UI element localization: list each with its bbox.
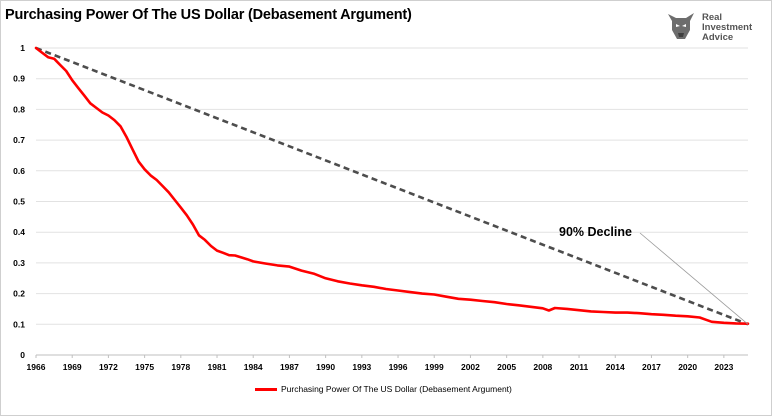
logo-line: Investment (702, 22, 753, 33)
x-tick-label: 2020 (678, 362, 697, 372)
y-tick-label: 0.4 (13, 227, 25, 237)
x-tick-label: 2014 (606, 362, 625, 372)
x-tick-label: 1975 (135, 362, 154, 372)
annotation-label: 90% Decline (559, 225, 632, 239)
y-tick-label: 0.7 (13, 135, 25, 145)
x-tick-label: 1984 (244, 362, 263, 372)
series-line (34, 46, 750, 326)
x-tick-label: 1996 (389, 362, 408, 372)
y-tick-label: 0.1 (13, 319, 25, 329)
y-tick-label: 0.3 (13, 258, 25, 268)
logo-line: Advice (702, 32, 734, 43)
x-axis-ticks: 1966 1969 1972 1975 1978 1981 1984 1987 1990 1993… (27, 354, 748, 372)
y-tick-label: 0 (20, 350, 25, 360)
logo-wordmark: Real Investment Advice (702, 13, 752, 43)
annotation-leader (639, 232, 749, 325)
x-tick-label: 1966 (27, 362, 46, 372)
x-tick-label: 2008 (533, 362, 552, 372)
x-tick-label: 1999 (425, 362, 444, 372)
y-tick-label: 0.5 (13, 197, 25, 207)
x-tick-label: 1990 (316, 362, 335, 372)
x-tick-label: 1969 (63, 362, 82, 372)
annotation-layer: 90% Decline (559, 225, 749, 325)
y-tick-label: 0.9 (13, 74, 25, 84)
x-tick-label: 1972 (99, 362, 118, 372)
gridlines (36, 47, 748, 325)
y-tick-label: 0.6 (13, 166, 25, 176)
bull-head-icon (668, 13, 694, 39)
legend-swatch (255, 387, 277, 391)
brand-logo: Real Investment Advice (664, 10, 764, 44)
legend: Purchasing Power Of The US Dollar (Debas… (255, 383, 512, 395)
trend-line (35, 46, 749, 326)
x-tick-label: 2011 (570, 362, 589, 372)
legend-label: Purchasing Power Of The US Dollar (Debas… (281, 384, 512, 394)
x-tick-label: 2017 (642, 362, 661, 372)
chart-title: Purchasing Power Of The US Dollar (Debas… (5, 7, 412, 23)
x-tick-label: 2005 (497, 362, 516, 372)
x-tick-label: 1993 (352, 362, 371, 372)
logo-line: Real (702, 12, 723, 23)
x-tick-label: 1978 (171, 362, 190, 372)
x-tick-label: 1981 (208, 362, 227, 372)
y-tick-label: 0.2 (13, 289, 25, 299)
x-tick-label: 1987 (280, 362, 299, 372)
y-tick-label: 0.8 (13, 104, 25, 114)
x-tick-label: 2002 (461, 362, 480, 372)
series-layer (34, 46, 750, 326)
y-axis-ticks: 0 0.1 0.2 0.3 0.4 0.5 0.6 0.7 0.8 0.9 1 (13, 43, 25, 360)
y-tick-label: 1 (20, 43, 25, 53)
x-tick-label: 2023 (714, 362, 733, 372)
